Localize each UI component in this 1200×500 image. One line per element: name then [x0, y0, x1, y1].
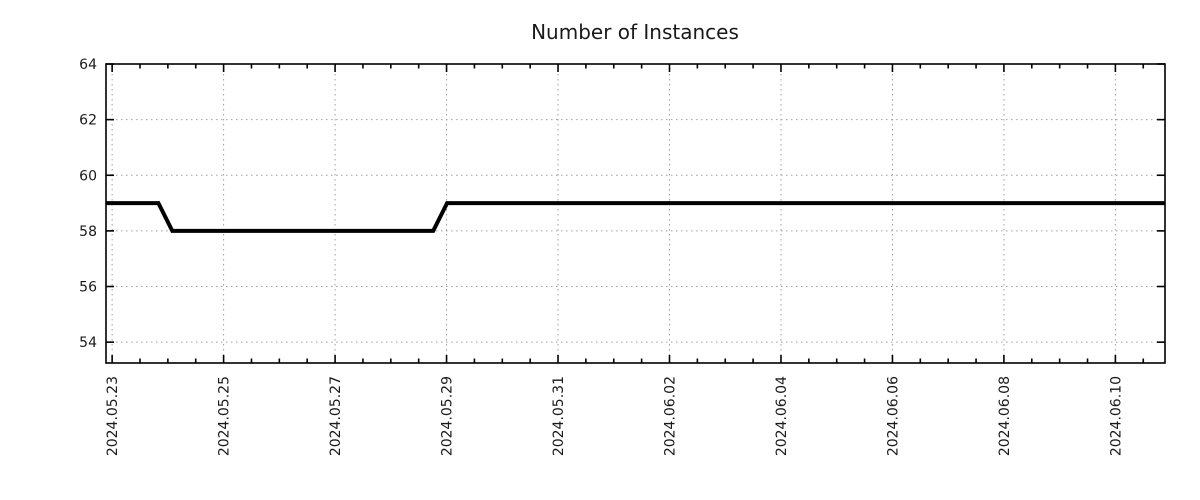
y-tick-label: 56 [79, 280, 97, 296]
series-layer [106, 201, 1165, 233]
x-tick-label: 2024.06.10 [1108, 376, 1124, 456]
data-line-instances [106, 201, 1165, 233]
y-tick-label: 54 [79, 335, 97, 351]
plot-frame [105, 63, 1166, 364]
grid-layer [106, 63, 1165, 363]
chart-title: Number of Instances [531, 20, 739, 44]
x-tick-label: 2024.06.08 [997, 376, 1013, 456]
x-tick-label: 2024.05.29 [440, 376, 456, 456]
x-tick-label: 2024.05.27 [328, 376, 344, 456]
tick-layer [106, 63, 1165, 363]
x-tick-label: 2024.05.31 [551, 376, 567, 456]
x-tick-label: 2024.05.23 [105, 376, 121, 456]
x-tick-label: 2024.06.02 [662, 376, 678, 456]
y-tick-label: 62 [79, 113, 97, 129]
x-tick-label: 2024.06.04 [774, 376, 790, 456]
y-tick-label: 60 [79, 168, 97, 184]
x-tick-label: 2024.06.06 [885, 376, 901, 456]
axis-label-layer: 2024.05.23 2024.05.25 2024.05.27 2024.05.29… [79, 57, 1124, 456]
y-tick-label: 58 [79, 224, 97, 240]
plot-frame-layer [105, 63, 1166, 364]
y-tick-label: 64 [79, 57, 97, 73]
x-tick-label: 2024.05.25 [217, 376, 233, 456]
